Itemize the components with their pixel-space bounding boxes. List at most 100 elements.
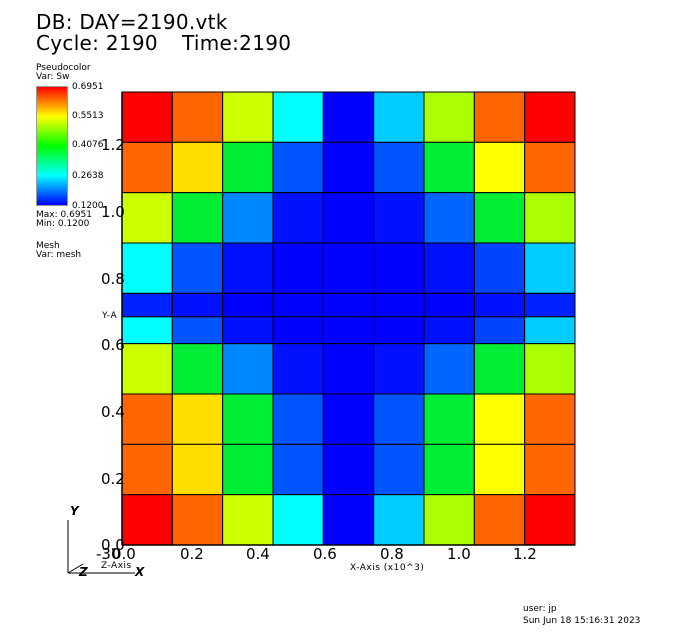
heatmap-cell: [322, 242, 375, 294]
heatmap-cell: [322, 393, 375, 445]
triad-z-label: Z: [79, 565, 88, 579]
heatmap-cell: [524, 242, 576, 294]
heatmap-cell: [423, 494, 475, 546]
heatmap-cell: [121, 91, 173, 143]
heatmap-cell: [322, 91, 375, 143]
heatmap-cell: [473, 192, 526, 244]
heatmap-cell: [373, 443, 425, 496]
heatmap-cell: [423, 91, 475, 143]
legend-var: Var: Sw: [36, 72, 70, 82]
heatmap-cell: [373, 192, 425, 244]
heatmap-cell: [524, 343, 576, 395]
heatmap-cell: [272, 443, 324, 496]
heatmap-cell: [322, 192, 375, 244]
heatmap-cell: [524, 393, 576, 445]
legend-tick: 0.4076: [72, 140, 104, 150]
heatmap-cell: [222, 242, 274, 294]
legend-min: Min: 0.1200: [36, 219, 90, 229]
heatmap-cell: [524, 192, 576, 244]
heatmap-cell: [272, 316, 324, 345]
heatmap-cell: [171, 192, 224, 244]
heatmap-cell: [121, 443, 173, 496]
heatmap-cell: [272, 343, 324, 395]
x-tick-label: 0.0: [112, 545, 136, 563]
heatmap-cell: [121, 292, 173, 318]
colorbar: [36, 86, 68, 206]
heatmap-cell: [121, 242, 173, 294]
heatmap-cell: [423, 443, 475, 496]
heatmap-cell: [473, 393, 526, 445]
user-label: user: jp: [523, 604, 557, 614]
time-label: Time:2190: [182, 31, 292, 55]
heatmap-cell: [121, 393, 173, 445]
y-tick-label: 0.0: [101, 536, 125, 554]
heatmap-cell: [222, 292, 274, 318]
legend-tick: 0.6951: [72, 82, 104, 92]
y-tick-label: 0.6: [101, 336, 125, 354]
heatmap-cell: [524, 91, 576, 143]
heatmap-cell: [524, 316, 576, 345]
heatmap-cell: [222, 192, 274, 244]
x-axis-label: X-Axis (x10^3): [350, 563, 425, 573]
heatmap-cell: [322, 494, 375, 546]
y-tick-label: 0.8: [101, 270, 125, 288]
heatmap-cell: [373, 494, 425, 546]
heatmap-cell: [373, 91, 425, 143]
heatmap-cell: [272, 192, 324, 244]
heatmap-cell: [171, 242, 224, 294]
db-title: DB: DAY=2190.vtk: [36, 10, 228, 34]
heatmap-cell: [121, 343, 173, 395]
heatmap-cell: [171, 91, 224, 143]
heatmap-cell: [171, 443, 224, 496]
heatmap-cell: [272, 91, 324, 143]
y-tick-label: 1.0: [101, 203, 125, 221]
heatmap-cell: [423, 292, 475, 318]
heatmap-cell: [473, 91, 526, 143]
heatmap-cell: [524, 141, 576, 194]
x-tick-label: 0.6: [313, 545, 337, 563]
heatmap-cell: [272, 141, 324, 194]
heatmap-cell: [423, 141, 475, 194]
legend-tick: 0.5513: [72, 111, 104, 121]
heatmap-cell: [423, 393, 475, 445]
legend-plot-type: Pseudocolor: [36, 63, 91, 73]
heatmap-cell: [222, 393, 274, 445]
heatmap-cell: [171, 141, 224, 194]
y-tick-label: 0.4: [101, 403, 125, 421]
mesh-label: Mesh: [36, 241, 60, 251]
heatmap-cell: [121, 494, 173, 546]
heatmap-cell: [524, 494, 576, 546]
triad-z-line: [67, 563, 84, 574]
heatmap-cell: [171, 494, 224, 546]
heatmap-cell: [272, 494, 324, 546]
heatmap-cell: [222, 494, 274, 546]
heatmap-cell: [272, 292, 324, 318]
heatmap-cell: [524, 443, 576, 496]
heatmap-cell: [171, 316, 224, 345]
heatmap-cell: [373, 343, 425, 395]
heatmap-cell: [473, 141, 526, 194]
x-min-label: -30: [96, 545, 121, 563]
y-axis-label: Y-A: [102, 311, 118, 321]
heatmap-cell: [373, 242, 425, 294]
heatmap-cell: [322, 292, 375, 318]
heatmap-cell: [473, 292, 526, 318]
y-tick-label: 1.2: [101, 136, 125, 154]
heatmap-cell: [423, 316, 475, 345]
heatmap-cell: [322, 141, 375, 194]
heatmap-cell: [373, 141, 425, 194]
heatmap-cell: [322, 443, 375, 496]
heatmap-cell: [121, 141, 173, 194]
heatmap-cell: [222, 316, 274, 345]
x-tick-label: 1.0: [447, 545, 471, 563]
legend-max: Max: 0.6951: [36, 210, 92, 220]
heatmap-cell: [423, 343, 475, 395]
heatmap-cell: [423, 192, 475, 244]
heatmap-cell: [473, 443, 526, 496]
heatmap-cell: [423, 242, 475, 294]
legend-tick: 0.1200: [72, 201, 104, 211]
heatmap-cell: [473, 343, 526, 395]
heatmap-cell: [222, 141, 274, 194]
heatmap-cell: [473, 316, 526, 345]
